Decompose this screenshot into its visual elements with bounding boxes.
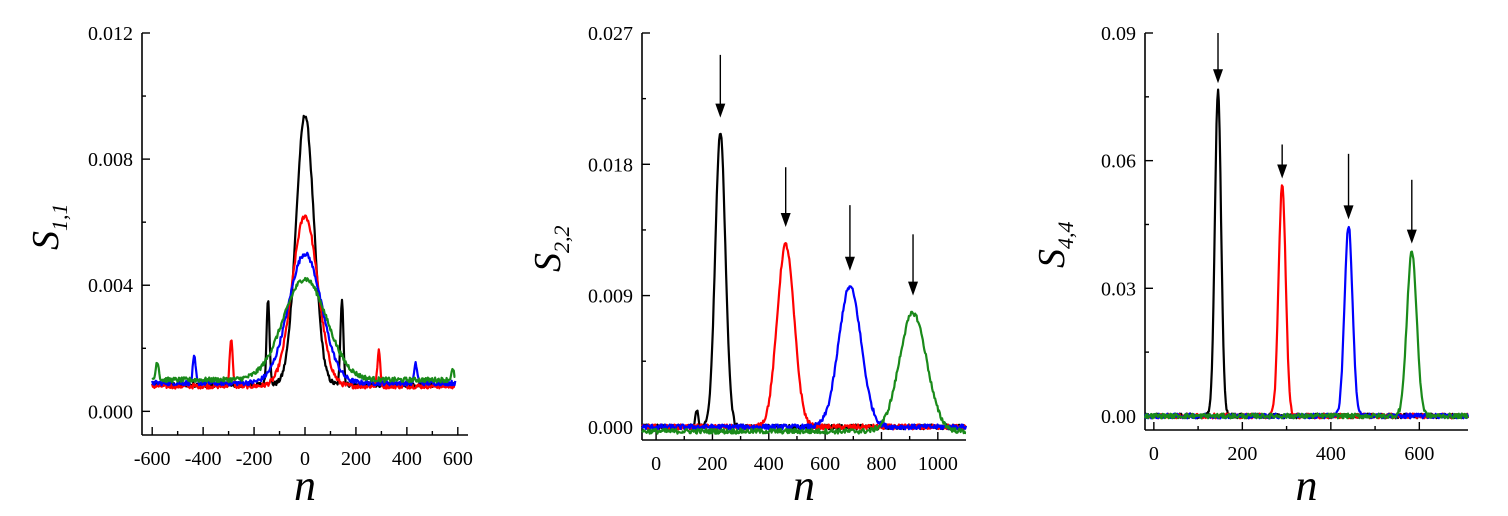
x-tick-label: 200 <box>1227 443 1257 465</box>
series-line-blue <box>151 251 457 387</box>
x-tick-label: 800 <box>866 453 896 475</box>
x-tick-label: 400 <box>754 453 784 475</box>
x-tick-label: -200 <box>236 448 273 470</box>
x-tick-label: 0 <box>300 448 310 470</box>
peak-arrow-head <box>1406 229 1417 244</box>
y-tick-label: 0.004 <box>88 275 133 297</box>
series-line-green <box>151 276 456 384</box>
x-tick-label: 400 <box>1316 443 1346 465</box>
y-tick-label: 0.027 <box>588 23 633 45</box>
series-line-blue <box>1143 225 1470 420</box>
y-tick-label: 0.06 <box>1101 151 1136 173</box>
x-tick-label: 0 <box>651 453 661 475</box>
x-axis-title: n <box>294 461 316 510</box>
series-line-red <box>641 242 967 431</box>
peak-arrow-head <box>844 256 855 271</box>
series-line-blue <box>641 285 968 431</box>
y-tick-label: 0.000 <box>88 401 133 423</box>
y-tick-label: 0.018 <box>588 154 633 176</box>
x-tick-label: 600 <box>443 448 473 470</box>
x-tick-label: 600 <box>1404 443 1434 465</box>
series-line-black <box>151 114 456 388</box>
y-tick-label: 0.009 <box>588 286 633 308</box>
series-line-red <box>151 214 457 390</box>
x-tick-label: 1000 <box>918 453 958 475</box>
panel-s44: 0.00 0.03 0.06 0.09 0 200 400 600 n S4,4 <box>1031 23 1470 510</box>
y-axis-title: S2,2 <box>527 226 574 273</box>
x-tick-label: 200 <box>697 453 727 475</box>
panel-s11: 0.000 0.004 0.008 0.012 -600 -400 -200 0 200 400 6… <box>25 23 473 510</box>
peak-arrow-head <box>715 103 726 118</box>
y-tick-label: 0.008 <box>88 149 133 171</box>
x-axis-title: n <box>1296 461 1318 510</box>
peak-arrow-head <box>1343 205 1354 220</box>
y-tick-label: 0.09 <box>1101 23 1136 45</box>
y-tick-label: 0.00 <box>1101 406 1136 428</box>
y-tick-label: 0.000 <box>588 417 633 439</box>
x-tick-label: -400 <box>185 448 222 470</box>
panel-s22: 0.000 0.009 0.018 0.027 0 200 400 600 800 1000 n S2… <box>527 23 968 510</box>
peak-arrow-head <box>1277 164 1288 179</box>
y-axis-title: S4,4 <box>1031 222 1078 269</box>
x-tick-label: 400 <box>392 448 422 470</box>
peak-arrow-head <box>1213 69 1224 84</box>
y-axis-title: S1,1 <box>25 204 72 251</box>
y-tick-label: 0.03 <box>1101 278 1136 300</box>
x-tick-label: -600 <box>134 448 171 470</box>
x-axis-title: n <box>793 461 815 510</box>
x-tick-label: 0 <box>1149 443 1159 465</box>
x-tick-label: 200 <box>341 448 371 470</box>
x-tick-label: 600 <box>810 453 840 475</box>
series-line-green <box>641 310 967 435</box>
peak-arrow-head <box>908 281 919 296</box>
y-tick-label: 0.012 <box>88 23 133 45</box>
series-line-green <box>1143 250 1469 420</box>
peak-arrow-head <box>780 213 791 228</box>
